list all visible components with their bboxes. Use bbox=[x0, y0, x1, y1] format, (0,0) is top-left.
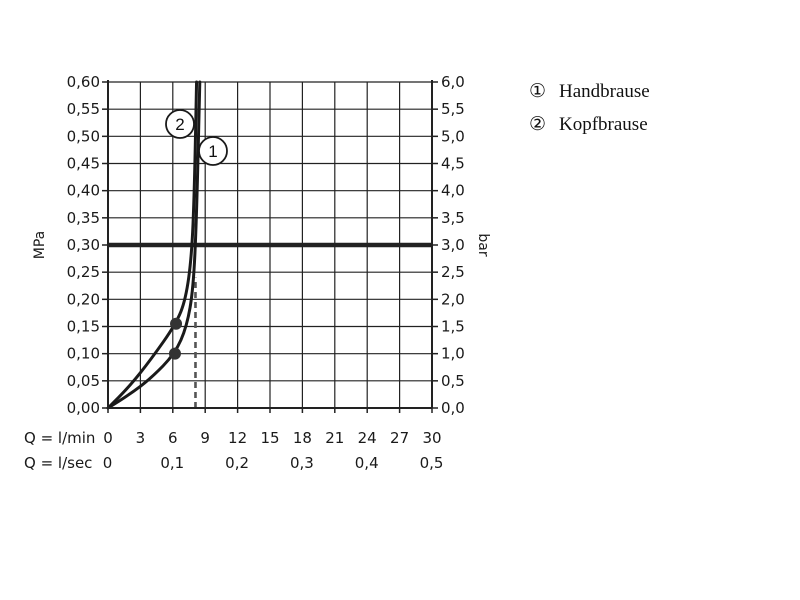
right-tick-label: 5,0 bbox=[441, 127, 465, 145]
legend-label: Kopfbrause bbox=[559, 114, 648, 135]
x-tick-label-lmin: 21 bbox=[325, 429, 344, 447]
x-tick-label-lsec: 0 bbox=[103, 454, 113, 472]
x-axis-lsec-title: Q = l/sec bbox=[24, 454, 92, 472]
right-tick-label: 3,5 bbox=[441, 209, 465, 227]
right-axis-title: bar bbox=[475, 233, 491, 256]
right-tick-label: 0,0 bbox=[441, 399, 465, 417]
x-tick-label-lmin: 3 bbox=[136, 429, 146, 447]
x-tick-label-lsec: 0,4 bbox=[355, 454, 379, 472]
right-tick-label: 2,0 bbox=[441, 290, 465, 308]
curve-marker-label-kopfbrause: 2 bbox=[175, 115, 184, 134]
right-tick-label: 0,5 bbox=[441, 372, 465, 390]
x-tick-label-lmin: 24 bbox=[358, 429, 377, 447]
x-tick-label-lmin: 27 bbox=[390, 429, 409, 447]
x-tick-label-lmin: 6 bbox=[168, 429, 178, 447]
left-tick-label: 0,30 bbox=[67, 236, 100, 254]
x-tick-label-lsec: 0,3 bbox=[290, 454, 314, 472]
series-dot-kopfbrause bbox=[170, 317, 183, 330]
left-tick-label: 0,20 bbox=[67, 290, 100, 308]
legend-marker: ② bbox=[529, 114, 546, 135]
series-line-handbrause bbox=[106, 80, 202, 410]
left-tick-label: 0,00 bbox=[67, 399, 100, 417]
right-tick-label: 4,0 bbox=[441, 182, 465, 200]
legend: ① Handbrause ② Kopfbrause bbox=[529, 81, 650, 135]
curve-marker-circle-handbrause bbox=[198, 136, 228, 166]
x-tick-label-lsec: 0,1 bbox=[160, 454, 184, 472]
curve-marker-circle-kopfbrause bbox=[165, 109, 195, 139]
left-tick-label: 0,60 bbox=[67, 73, 100, 91]
right-tick-label: 4,5 bbox=[441, 155, 465, 173]
left-tick-label: 0,50 bbox=[67, 127, 100, 145]
left-tick-label: 0,45 bbox=[67, 155, 100, 173]
right-tick-label: 2,5 bbox=[441, 263, 465, 281]
tick-labels: 0,000,050,100,150,200,250,300,350,400,45… bbox=[24, 73, 491, 472]
left-tick-label: 0,05 bbox=[67, 372, 100, 390]
curve-marker-label-handbrause: 1 bbox=[208, 142, 217, 161]
x-tick-label-lmin: 0 bbox=[103, 429, 113, 447]
x-axis-lmin-title: Q = l/min bbox=[24, 429, 95, 447]
series-dot-handbrause bbox=[168, 347, 181, 360]
x-tick-label-lmin: 9 bbox=[200, 429, 210, 447]
legend-marker: ① bbox=[529, 81, 546, 102]
right-tick-label: 1,0 bbox=[441, 345, 465, 363]
left-tick-label: 0,35 bbox=[67, 209, 100, 227]
x-tick-label-lmin: 18 bbox=[293, 429, 312, 447]
left-tick-label: 0,10 bbox=[67, 345, 100, 363]
reference-line-layer bbox=[108, 242, 432, 408]
left-tick-label: 0,40 bbox=[67, 182, 100, 200]
right-tick-label: 3,0 bbox=[441, 236, 465, 254]
legend-label: Handbrause bbox=[559, 81, 650, 102]
left-axis-title: MPa bbox=[32, 231, 48, 259]
left-tick-label: 0,15 bbox=[67, 318, 100, 336]
grid bbox=[108, 81, 433, 408]
axes bbox=[102, 80, 438, 413]
right-tick-label: 1,5 bbox=[441, 318, 465, 336]
x-tick-label-lmin: 15 bbox=[260, 429, 279, 447]
right-tick-label: 6,0 bbox=[441, 73, 465, 91]
right-tick-label: 5,5 bbox=[441, 100, 465, 118]
x-tick-label-lmin: 30 bbox=[422, 429, 441, 447]
x-tick-label-lsec: 0,2 bbox=[225, 454, 249, 472]
series-layer: 12 bbox=[106, 80, 228, 410]
left-tick-label: 0,25 bbox=[67, 263, 100, 281]
x-tick-label-lmin: 12 bbox=[228, 429, 247, 447]
x-tick-label-lsec: 0,5 bbox=[420, 454, 444, 472]
left-tick-label: 0,55 bbox=[67, 100, 100, 118]
